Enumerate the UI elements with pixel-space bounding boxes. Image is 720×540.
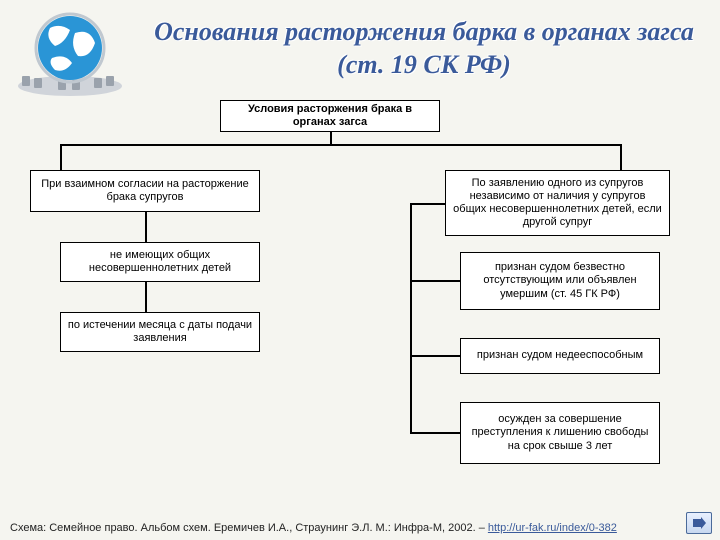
citation-text: Схема: Семейное право. Альбом схем. Ерем…: [10, 522, 479, 534]
header: Основания расторжения барка в органах за…: [0, 8, 720, 98]
citation-link[interactable]: http://ur-fak.ru/index/0-382: [488, 522, 617, 534]
connector: [145, 212, 147, 242]
node-left2: не имеющих общих несовершеннолетних дете…: [60, 242, 260, 282]
connector: [410, 432, 460, 434]
next-slide-button[interactable]: [686, 512, 712, 534]
page-title: Основания расторжения барка в органах за…: [138, 8, 710, 81]
connector: [330, 132, 332, 144]
connector: [60, 144, 620, 146]
node-right2: признан судом безвестно отсутствующим ил…: [460, 252, 660, 310]
node-root: Условия расторжения брака в органах загс…: [220, 100, 440, 132]
arrow-right-icon: [692, 517, 706, 529]
connector: [410, 203, 445, 205]
connector: [145, 282, 147, 312]
connector: [60, 144, 62, 170]
citation-link-prefix: –: [479, 522, 488, 534]
flowchart: Условия расторжения брака в органах загс…: [40, 100, 680, 490]
node-left1: При взаимном согласии на расторжение бра…: [30, 170, 260, 212]
connector: [410, 280, 460, 282]
node-left3: по истечении месяца с даты подачи заявле…: [60, 312, 260, 352]
connector: [620, 144, 622, 170]
globe-logo: [10, 8, 130, 98]
connector: [410, 203, 412, 433]
node-right3: признан судом недееспособным: [460, 338, 660, 374]
node-right1: По заявлению одного из супругов независи…: [445, 170, 670, 236]
node-right4: осужден за совершение преступления к лиш…: [460, 402, 660, 464]
connector: [410, 355, 460, 357]
citation-footer: Схема: Семейное право. Альбом схем. Ерем…: [10, 522, 710, 534]
